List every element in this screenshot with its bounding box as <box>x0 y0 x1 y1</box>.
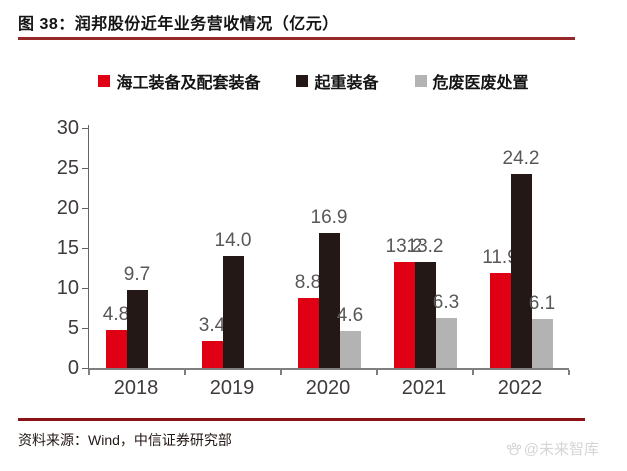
bar-group-2021: 13.2 13.2 6.3 <box>377 125 473 368</box>
legend-swatch-icon <box>98 75 111 87</box>
bar-value-label: 3.4 <box>198 314 226 336</box>
bar: 13.2 <box>386 236 422 368</box>
legend-item-1: 起重装备 <box>296 69 379 93</box>
bar-group-2019: 3.4 14.0 <box>185 125 281 368</box>
x-axis-labels: 2018 2019 2020 2021 2022 <box>88 377 568 400</box>
bar-chart-plot-area: 0 5 10 15 20 25 30 4.8 9.7 3.4 14.0 8.8 16.9 4.6 13.2 1… <box>57 118 570 378</box>
y-axis-label: 0 <box>67 357 79 379</box>
y-axis-tick <box>81 207 88 209</box>
x-axis-label: 2018 <box>113 377 159 399</box>
x-axis-tick <box>184 370 186 375</box>
y-axis-label: 25 <box>56 157 79 179</box>
source-note: 资料来源：Wind，中信证券研究部 <box>18 432 232 448</box>
bar: 9.7 <box>124 264 150 368</box>
y-axis-label: 20 <box>56 197 79 219</box>
y-axis-tick <box>81 367 88 369</box>
x-axis-label: 2022 <box>497 377 543 399</box>
watermark: @未来智库 <box>506 438 599 459</box>
bar-value-label: 13.2 <box>406 236 444 258</box>
paw-icon <box>506 442 522 455</box>
bar: 16.9 <box>311 207 347 368</box>
legend-swatch-icon <box>296 75 309 87</box>
bar: 24.2 <box>503 148 539 368</box>
bar: 4.8 <box>103 304 129 368</box>
x-axis-label: 2020 <box>305 377 351 399</box>
legend-item-0: 海工装备及配套装备 <box>98 69 260 93</box>
bar: 6.3 <box>433 292 459 368</box>
watermark-text: @未来智库 <box>523 441 599 458</box>
legend-label: 危废医废处置 <box>432 75 529 92</box>
bar: 8.8 <box>295 272 321 368</box>
y-axis-label: 15 <box>56 237 79 259</box>
y-axis-tick <box>81 247 88 249</box>
bar-value-label: 6.1 <box>528 293 556 315</box>
bar-value-label: 24.2 <box>502 148 540 170</box>
bar: 13.2 <box>407 236 443 368</box>
chart-legend: 海工装备及配套装备 起重装备 危废医废处置 <box>0 69 627 93</box>
title-underline <box>18 37 575 40</box>
bar: 6.1 <box>529 293 555 368</box>
y-axis-tick <box>81 287 88 289</box>
bar-value-label: 16.9 <box>310 206 348 228</box>
x-axis-label: 2019 <box>209 377 255 399</box>
x-axis-tick <box>376 370 378 375</box>
bar-value-label: 4.6 <box>336 305 364 327</box>
y-axis-tick <box>81 167 88 169</box>
legend-label: 海工装备及配套装备 <box>116 75 261 92</box>
bar-group-2020: 8.8 16.9 4.6 <box>281 125 377 368</box>
bar-value-label: 11.9 <box>482 246 518 268</box>
bar-value-label: 9.7 <box>123 264 151 286</box>
bar-value-label: 8.8 <box>294 271 322 293</box>
bar: 3.4 <box>199 315 225 368</box>
x-axis-tick <box>88 370 90 375</box>
x-axis-label: 2021 <box>401 377 447 399</box>
bar-value-label: 6.3 <box>432 291 460 313</box>
bar: 4.6 <box>337 305 363 368</box>
y-axis-label: 30 <box>56 117 79 139</box>
y-axis-tick <box>81 327 88 329</box>
y-axis-label: 10 <box>56 277 79 299</box>
bar-value-label: 13.2 <box>385 236 423 258</box>
bar-value-label: 14.0 <box>214 230 252 251</box>
bar: 11.9 <box>482 247 518 368</box>
x-axis-tick <box>568 370 570 375</box>
bar-group-2018: 4.8 9.7 <box>89 125 185 368</box>
legend-label: 起重装备 <box>314 75 379 92</box>
legend-item-2: 危废医废处置 <box>414 69 529 93</box>
y-axis-label: 5 <box>67 317 79 339</box>
bar-group-2022: 11.9 24.2 6.1 <box>473 125 569 368</box>
bar: 14.0 <box>215 230 251 368</box>
x-axis-tick <box>280 370 282 375</box>
footer-divider <box>18 418 585 421</box>
x-axis-tick <box>472 370 474 375</box>
figure-title: 图 38：润邦股份近年业务营收情况（亿元） <box>18 16 339 33</box>
legend-swatch-icon <box>414 75 427 87</box>
bar-value-label: 4.8 <box>102 303 130 325</box>
y-axis-tick <box>81 127 88 129</box>
